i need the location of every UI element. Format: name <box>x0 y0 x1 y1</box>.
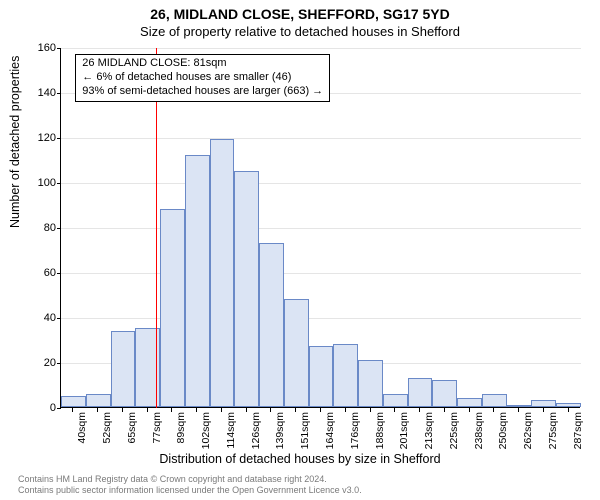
histogram-bar <box>482 394 507 408</box>
x-tick-mark <box>196 407 197 412</box>
histogram-bar <box>111 331 136 408</box>
x-tick-mark <box>221 407 222 412</box>
x-tick-label: 225sqm <box>448 412 460 449</box>
histogram-bar <box>86 394 111 408</box>
x-tick-mark <box>444 407 445 412</box>
x-tick-mark <box>493 407 494 412</box>
x-tick-label: 201sqm <box>398 412 410 449</box>
x-tick-label: 77sqm <box>151 412 163 444</box>
x-tick-label: 287sqm <box>572 412 584 449</box>
histogram-bar <box>234 171 259 407</box>
histogram-bar <box>259 243 284 407</box>
histogram-bar <box>61 396 86 407</box>
y-tick-mark <box>57 408 61 409</box>
y-tick-label: 160 <box>26 42 56 54</box>
credits-line-2: Contains public sector information licen… <box>18 485 362 496</box>
y-tick-label: 120 <box>26 132 56 144</box>
x-tick-label: 40sqm <box>76 412 88 444</box>
x-tick-mark <box>568 407 569 412</box>
credits-line-1: Contains HM Land Registry data © Crown c… <box>18 474 362 485</box>
x-tick-mark <box>394 407 395 412</box>
x-tick-mark <box>469 407 470 412</box>
y-tick-label: 0 <box>26 402 56 414</box>
x-tick-label: 188sqm <box>374 412 386 449</box>
x-tick-mark <box>518 407 519 412</box>
x-tick-mark <box>122 407 123 412</box>
y-tick-label: 20 <box>26 357 56 369</box>
histogram-bar <box>408 378 433 407</box>
y-tick-mark <box>57 183 61 184</box>
x-axis-label: Distribution of detached houses by size … <box>0 452 600 466</box>
credits: Contains HM Land Registry data © Crown c… <box>18 474 362 497</box>
grid-line <box>61 183 581 184</box>
grid-line <box>61 273 581 274</box>
x-tick-label: 52sqm <box>101 412 113 444</box>
y-axis-label: Number of detached properties <box>8 56 22 228</box>
x-tick-mark <box>171 407 172 412</box>
y-tick-mark <box>57 228 61 229</box>
page-title: 26, MIDLAND CLOSE, SHEFFORD, SG17 5YD <box>0 0 600 22</box>
page-subtitle: Size of property relative to detached ho… <box>0 22 600 39</box>
grid-line <box>61 48 581 49</box>
x-tick-label: 164sqm <box>324 412 336 449</box>
x-tick-mark <box>345 407 346 412</box>
x-tick-label: 250sqm <box>497 412 509 449</box>
x-tick-label: 213sqm <box>423 412 435 449</box>
histogram-bar <box>309 346 334 407</box>
x-tick-label: 139sqm <box>274 412 286 449</box>
histogram-bar <box>210 139 235 407</box>
histogram-bar <box>358 360 383 407</box>
annotation-line-1: 26 MIDLAND CLOSE: 81sqm <box>82 57 323 71</box>
y-tick-mark <box>57 363 61 364</box>
histogram-bar <box>185 155 210 407</box>
histogram-bar <box>531 400 556 407</box>
y-tick-mark <box>57 138 61 139</box>
grid-line <box>61 318 581 319</box>
x-tick-mark <box>97 407 98 412</box>
chart-area: 020406080100120140160 26 MIDLAND CLOSE: … <box>60 48 580 408</box>
annotation-line-3: 93% of semi-detached houses are larger (… <box>82 85 323 99</box>
histogram-bar <box>457 398 482 407</box>
grid-line <box>61 138 581 139</box>
histogram-bar <box>383 394 408 408</box>
x-tick-mark <box>270 407 271 412</box>
x-tick-mark <box>320 407 321 412</box>
y-tick-label: 40 <box>26 312 56 324</box>
grid-line <box>61 228 581 229</box>
y-tick-mark <box>57 273 61 274</box>
histogram-bar <box>284 299 309 407</box>
x-tick-mark <box>370 407 371 412</box>
x-tick-mark <box>295 407 296 412</box>
x-tick-mark <box>419 407 420 412</box>
y-tick-label: 100 <box>26 177 56 189</box>
x-tick-label: 126sqm <box>250 412 262 449</box>
y-tick-mark <box>57 48 61 49</box>
histogram-bar <box>160 209 185 407</box>
annotation-box: 26 MIDLAND CLOSE: 81sqm ← 6% of detached… <box>75 54 330 102</box>
annotation-line-2: ← 6% of detached houses are smaller (46) <box>82 71 323 85</box>
histogram-bar <box>432 380 457 407</box>
x-tick-mark <box>543 407 544 412</box>
y-tick-label: 80 <box>26 222 56 234</box>
x-tick-label: 89sqm <box>175 412 187 444</box>
x-tick-label: 176sqm <box>349 412 361 449</box>
x-tick-label: 238sqm <box>473 412 485 449</box>
x-tick-mark <box>72 407 73 412</box>
x-tick-label: 102sqm <box>200 412 212 449</box>
histogram-bar <box>333 344 358 407</box>
y-tick-label: 140 <box>26 87 56 99</box>
y-tick-mark <box>57 93 61 94</box>
x-tick-mark <box>246 407 247 412</box>
x-tick-label: 114sqm <box>225 412 237 449</box>
x-tick-label: 151sqm <box>299 412 311 449</box>
x-tick-mark <box>147 407 148 412</box>
y-tick-label: 60 <box>26 267 56 279</box>
histogram-bar <box>556 403 581 408</box>
y-tick-mark <box>57 318 61 319</box>
x-tick-label: 275sqm <box>547 412 559 449</box>
x-tick-label: 65sqm <box>126 412 138 444</box>
x-tick-label: 262sqm <box>522 412 534 449</box>
